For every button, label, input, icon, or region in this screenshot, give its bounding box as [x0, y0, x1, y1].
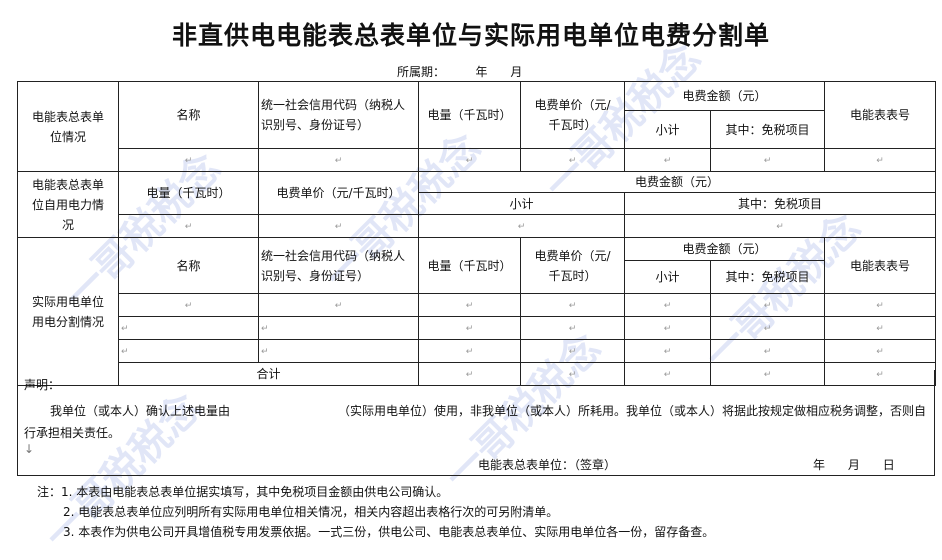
s3-taxfree-cell[interactable]: [709, 293, 826, 317]
s3-kwh-header: 电量（千瓦时）: [418, 237, 521, 294]
s3-tax-free-header: 其中：免税项目: [709, 260, 826, 294]
total-meter-cell[interactable]: [824, 362, 937, 386]
s1-meter-cell[interactable]: [824, 148, 937, 172]
s3-taxfree-cell[interactable]: [709, 339, 826, 363]
period-field: 所属期： 年 月: [397, 65, 523, 79]
s2-subtotal-cell[interactable]: [418, 214, 625, 238]
s1-code-cell[interactable]: [258, 148, 419, 172]
s2-tax-free-header: 其中：免税项目: [623, 192, 937, 215]
s3-code-cell[interactable]: [258, 316, 419, 340]
table-row: [18, 293, 937, 317]
note-2: 2. 电能表总表单位应列明所有实际用电单位相关情况，相关内容超出表格行次的可另附…: [63, 505, 559, 519]
name-header: 名称: [118, 81, 259, 149]
total-taxfree-cell[interactable]: [709, 362, 826, 386]
s2-kwh-header: 电量（千瓦时）: [118, 171, 259, 215]
s3-subtotal-cell[interactable]: [624, 316, 711, 340]
unit-price-header: 电费单价（元/千瓦时）: [520, 81, 625, 149]
declaration-heading: 声明：: [24, 378, 61, 392]
s3-name-cell[interactable]: [118, 339, 259, 363]
s2-price-cell[interactable]: [258, 214, 419, 238]
s3-meter-cell[interactable]: [824, 339, 937, 363]
declaration-text: 我单位（或本人）确认上述电量由 （实际用电单位）使用，非我单位（或本人）所耗用。我…: [24, 400, 929, 444]
line-break-mark: ↓: [24, 442, 35, 456]
s3-code-cell[interactable]: [258, 339, 419, 363]
s3-kwh-cell[interactable]: [418, 293, 521, 317]
s3-kwh-cell[interactable]: [418, 339, 521, 363]
note-1: 注：1. 本表由电能表总表单位据实填写，其中免税项目金额由供电公司确认。: [37, 485, 449, 499]
table-row: [18, 316, 937, 340]
s3-price-cell[interactable]: [520, 293, 625, 317]
s3-taxfree-cell[interactable]: [709, 316, 826, 340]
amount-header: 电费金额（元）: [623, 81, 826, 111]
s3-name-cell[interactable]: [118, 293, 259, 317]
s3-amount-header: 电费金额（元）: [623, 237, 826, 261]
total-subtotal-cell[interactable]: [624, 362, 711, 386]
section3-label: 实际用电单位用电分割情况: [17, 237, 119, 386]
signature-date: 年 月 日: [813, 458, 895, 472]
s3-meter-cell[interactable]: [824, 316, 937, 340]
credit-code-header: 统一社会信用代码（纳税人识别号、身份证号）: [258, 81, 419, 149]
section2-label: 电能表总表单位自用电力情况: [17, 171, 119, 238]
form-title: 非直供电电能表总表单位与实际用电单位电费分割单: [171, 21, 770, 50]
total-price-cell[interactable]: [520, 362, 625, 386]
s3-price-cell[interactable]: [520, 339, 625, 363]
s3-meter-no-header: 电能表表号: [824, 237, 937, 294]
signature-label: 电能表总表单位：（签章）: [478, 458, 617, 472]
table-row: [18, 339, 937, 363]
s2-subtotal-header: 小计: [418, 192, 625, 215]
note-3: 3. 本表作为供电公司开具增值税专用发票依据。一式三份，供电公司、电能表总表单位…: [63, 525, 715, 539]
s3-name-cell[interactable]: [118, 316, 259, 340]
total-row: 合计: [18, 362, 937, 386]
declaration-text-b: （实际用电单位）使用，非我单位（或本人）所耗用。我单位（或本人）将据此按规定做相…: [24, 404, 927, 440]
total-label: 合计: [118, 362, 419, 386]
s2-amount-header: 电费金额（元）: [417, 171, 937, 193]
declaration-box: 声明： 我单位（或本人）确认上述电量由 （实际用电单位）使用，非我单位（或本人）所…: [17, 370, 935, 476]
tax-free-header: 其中：免税项目: [709, 110, 826, 149]
section1-label: 电能表总表单位情况: [17, 81, 119, 172]
s1-subtotal-cell[interactable]: [624, 148, 711, 172]
s3-unit-price-header: 电费单价（元/千瓦时）: [520, 237, 625, 294]
subtotal-header: 小计: [624, 110, 711, 149]
s1-name-cell[interactable]: [118, 148, 259, 172]
s3-kwh-cell[interactable]: [418, 316, 521, 340]
kwh-header: 电量（千瓦时）: [418, 81, 521, 149]
notes: 注：1. 本表由电能表总表单位据实填写，其中免税项目金额由供电公司确认。 2. …: [37, 482, 714, 542]
s3-meter-cell[interactable]: [824, 293, 937, 317]
declaration-text-a: 我单位（或本人）确认上述电量由: [50, 404, 231, 418]
meter-no-header: 电能表表号: [824, 81, 937, 149]
s3-subtotal-header: 小计: [624, 260, 711, 294]
s3-subtotal-cell[interactable]: [624, 339, 711, 363]
s2-taxfree-cell[interactable]: [623, 214, 937, 238]
s2-unit-price-header: 电费单价（元/千瓦时）: [258, 171, 419, 215]
s3-subtotal-cell[interactable]: [624, 293, 711, 317]
electricity-split-table: 电能表总表单位情况 名称 统一社会信用代码（纳税人识别号、身份证号） 电量（千瓦…: [17, 81, 937, 386]
s1-kwh-cell[interactable]: [418, 148, 521, 172]
s3-credit-code-header: 统一社会信用代码（纳税人识别号、身份证号）: [258, 237, 419, 294]
s3-code-cell[interactable]: [258, 293, 419, 317]
s3-price-cell[interactable]: [520, 316, 625, 340]
s1-price-cell[interactable]: [520, 148, 625, 172]
s3-name-header: 名称: [118, 237, 259, 294]
s1-taxfree-cell[interactable]: [709, 148, 826, 172]
total-kwh-cell[interactable]: [418, 362, 521, 386]
s2-kwh-cell[interactable]: [118, 214, 259, 238]
